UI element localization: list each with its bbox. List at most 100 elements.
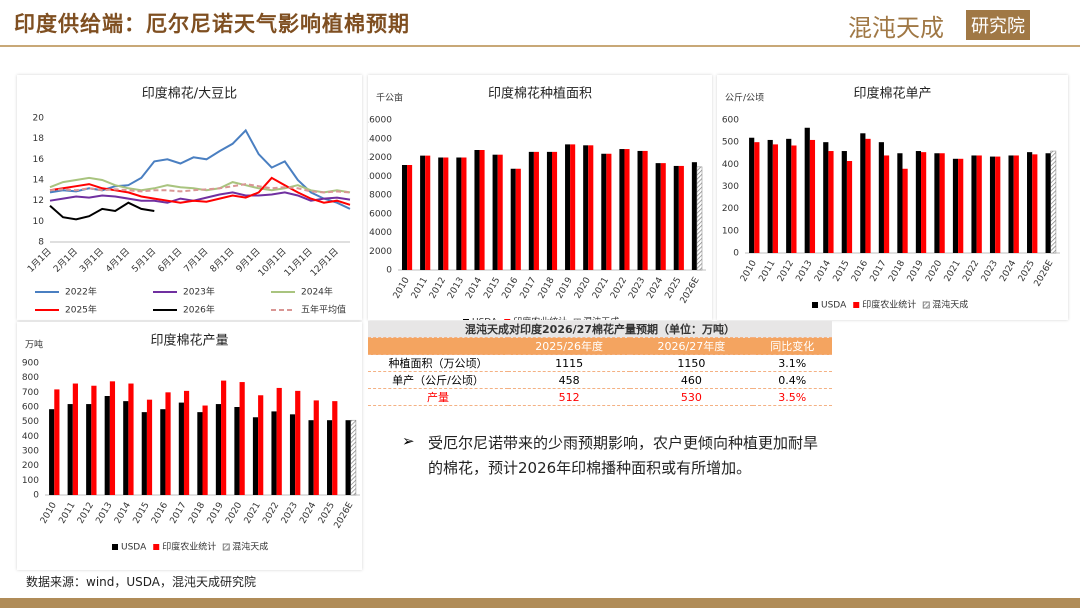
bar bbox=[160, 409, 166, 495]
forecast-table: 混沌天成对印度2026/27棉花产量预期（单位：万吨） 2025/26年度 20… bbox=[368, 321, 832, 406]
bar bbox=[583, 145, 589, 270]
bar bbox=[215, 404, 222, 495]
x-tick-label: 2012 bbox=[776, 259, 796, 284]
bar bbox=[767, 139, 773, 253]
bar bbox=[295, 390, 301, 495]
x-tick-label: 2月1日 bbox=[51, 246, 80, 275]
bar bbox=[252, 417, 259, 495]
table-cell: 460 bbox=[630, 371, 753, 389]
x-tick-label: 2017 bbox=[519, 276, 539, 301]
table-cell: 530 bbox=[630, 388, 753, 406]
x-tick-label: 2013 bbox=[446, 276, 466, 301]
y-tick-label: 500 bbox=[22, 417, 39, 427]
y-tick-label: 400 bbox=[722, 160, 739, 170]
y-tick-label: 14 bbox=[33, 176, 45, 186]
legend-swatch bbox=[222, 543, 230, 551]
x-tick-label: 2011 bbox=[57, 501, 77, 526]
x-tick-label: 2018 bbox=[187, 501, 207, 526]
y-tick-label: 0 bbox=[733, 249, 739, 259]
bar bbox=[91, 385, 97, 495]
bar bbox=[828, 151, 834, 253]
table-cell: 3.1% bbox=[752, 354, 832, 372]
bar bbox=[878, 142, 884, 253]
bar bbox=[276, 387, 282, 495]
table-title: 混沌天成对印度2026/27棉花产量预期（单位：万吨） bbox=[368, 321, 832, 338]
bar bbox=[202, 405, 208, 495]
table-cell: 1115 bbox=[508, 354, 631, 372]
bar bbox=[420, 155, 426, 270]
bar bbox=[921, 152, 927, 253]
unit-label: 公斤/公顷 bbox=[725, 93, 764, 104]
x-tick-label: 2015 bbox=[482, 276, 502, 301]
bullet-icon: ➢ bbox=[402, 432, 415, 450]
legend-label: 印度农业统计 bbox=[162, 541, 216, 553]
x-tick-label: 2014 bbox=[464, 276, 484, 301]
y-tick-label: 100 bbox=[22, 476, 39, 486]
bar bbox=[510, 168, 516, 270]
chart-panel: 印度棉花种植面积 千公亩 0 2000 4000 6000 8000 10000 12000 14… bbox=[368, 75, 712, 320]
legend-swatch bbox=[112, 544, 118, 550]
bar bbox=[515, 168, 521, 270]
x-tick-label: 2026E bbox=[333, 500, 356, 530]
bar bbox=[474, 150, 480, 270]
bar bbox=[637, 150, 643, 270]
table-header bbox=[368, 337, 508, 355]
bar bbox=[989, 156, 996, 253]
series-line bbox=[49, 201, 155, 221]
y-tick-label: 16 bbox=[33, 155, 45, 165]
bar bbox=[479, 150, 485, 270]
bar bbox=[271, 411, 277, 495]
bar bbox=[492, 154, 498, 270]
chart-title: 印度棉花种植面积 bbox=[488, 86, 592, 102]
bar bbox=[178, 402, 184, 495]
y-tick-label: 20 bbox=[33, 114, 45, 124]
bar bbox=[67, 404, 73, 495]
table-cell: 0.4% bbox=[752, 371, 832, 389]
x-tick-label: 2016 bbox=[500, 276, 520, 301]
y-tick-label: 8000 bbox=[369, 191, 392, 201]
table-header: 同比变化 bbox=[752, 337, 832, 355]
bar bbox=[841, 151, 847, 253]
bar bbox=[606, 153, 612, 270]
x-tick-label: 5月1日 bbox=[130, 246, 159, 275]
y-tick-label: 4000 bbox=[369, 228, 392, 238]
bar bbox=[221, 380, 227, 495]
x-tick-label: 2014 bbox=[113, 501, 133, 526]
bar bbox=[289, 414, 296, 495]
table-cell: 种植面积（万公顷） bbox=[368, 354, 508, 372]
chart-title: 印度棉花/大豆比 bbox=[142, 86, 237, 102]
y-tick-label: 300 bbox=[722, 182, 739, 192]
bar bbox=[565, 144, 571, 270]
x-tick-label: 2018 bbox=[537, 276, 557, 301]
bar bbox=[456, 157, 462, 270]
y-tick-label: 600 bbox=[22, 403, 39, 413]
table-cell: 512 bbox=[508, 388, 631, 406]
bar bbox=[691, 162, 697, 270]
chart-panel: 印度棉花产量 万吨 0 100 200 300 400 500 600 700 800 900 2010… bbox=[17, 322, 362, 570]
table-cell: 产量 bbox=[368, 388, 508, 406]
y-tick-label: 10 bbox=[33, 217, 45, 227]
x-tick-label: 2023 bbox=[980, 259, 1000, 284]
x-tick-label: 2016 bbox=[850, 259, 870, 284]
y-tick-label: 400 bbox=[22, 432, 39, 442]
legend-label: 2025年 bbox=[65, 304, 97, 316]
bar bbox=[1027, 152, 1033, 253]
bar bbox=[109, 381, 116, 495]
x-tick-label: 2021 bbox=[943, 259, 963, 284]
x-tick-label: 2022 bbox=[609, 276, 629, 301]
logo: 混沌天成 bbox=[848, 14, 944, 42]
bar bbox=[1045, 153, 1051, 253]
chart-panel: 印度棉花/大豆比 8 10 12 14 16 18 20 1月1日2月1日3月1日4月1日5月1… bbox=[17, 75, 362, 320]
chart-title: 印度棉花单产 bbox=[853, 86, 931, 102]
x-tick-label: 2021 bbox=[243, 501, 263, 526]
bar bbox=[461, 157, 467, 270]
x-tick-label: 4月1日 bbox=[104, 246, 133, 275]
legend-swatch bbox=[812, 302, 818, 308]
x-tick-label: 2019 bbox=[206, 501, 226, 526]
y-tick-label: 0 bbox=[33, 491, 39, 501]
bar bbox=[678, 165, 684, 270]
bar bbox=[939, 153, 945, 253]
bar bbox=[443, 157, 449, 270]
legend-label: 2024年 bbox=[301, 286, 333, 298]
legend-swatch bbox=[922, 301, 930, 309]
